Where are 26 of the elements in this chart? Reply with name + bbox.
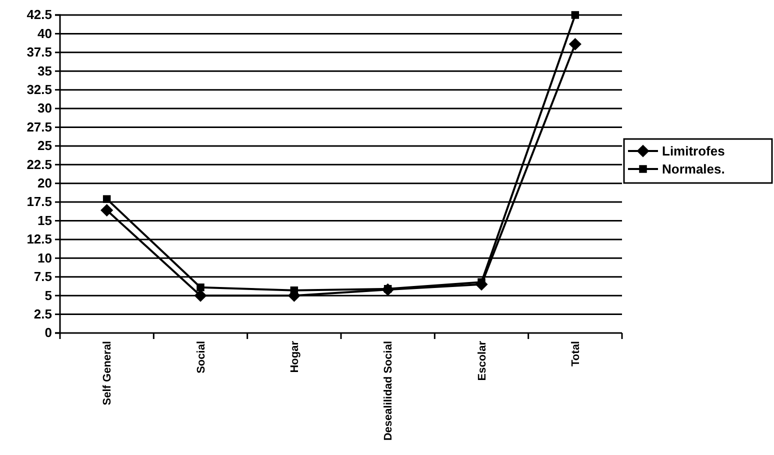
y-tick-label: 30 [38,100,52,116]
y-tick-label: 20 [38,176,52,191]
y-tick-label: 25 [38,138,52,154]
legend-label: Normales. [662,162,725,177]
y-tick-label: 22.5 [26,156,52,172]
y-tick-label: 7.5 [34,269,52,284]
y-tick-label: 35 [38,63,52,78]
y-tick-label: 40 [38,26,52,41]
y-tick-label: 32.5 [26,82,52,97]
y-tick-label: 0 [44,325,52,340]
y-tick-label: 12.5 [26,232,52,247]
x-tick-label: Escolar [476,340,488,381]
y-tick-label: 2.5 [34,306,52,322]
legend-label: Limitrofes [662,144,725,159]
y-tick-label: 42.5 [26,7,52,22]
y-tick-label: 37.5 [26,44,52,60]
y-tick-label: 15 [38,212,52,228]
x-tick-label: Desealilidad Social [382,341,395,441]
x-tick-label: Hogar [289,340,302,373]
x-tick-label: Total [570,341,582,366]
x-tick-label: Social [195,341,208,374]
y-tick-label: 5 [44,288,52,303]
y-tick-label: 10 [38,250,52,266]
x-tick-label: Self General [102,341,114,406]
y-tick-label: 27.5 [26,119,52,134]
y-tick-label: 17.5 [26,194,52,210]
